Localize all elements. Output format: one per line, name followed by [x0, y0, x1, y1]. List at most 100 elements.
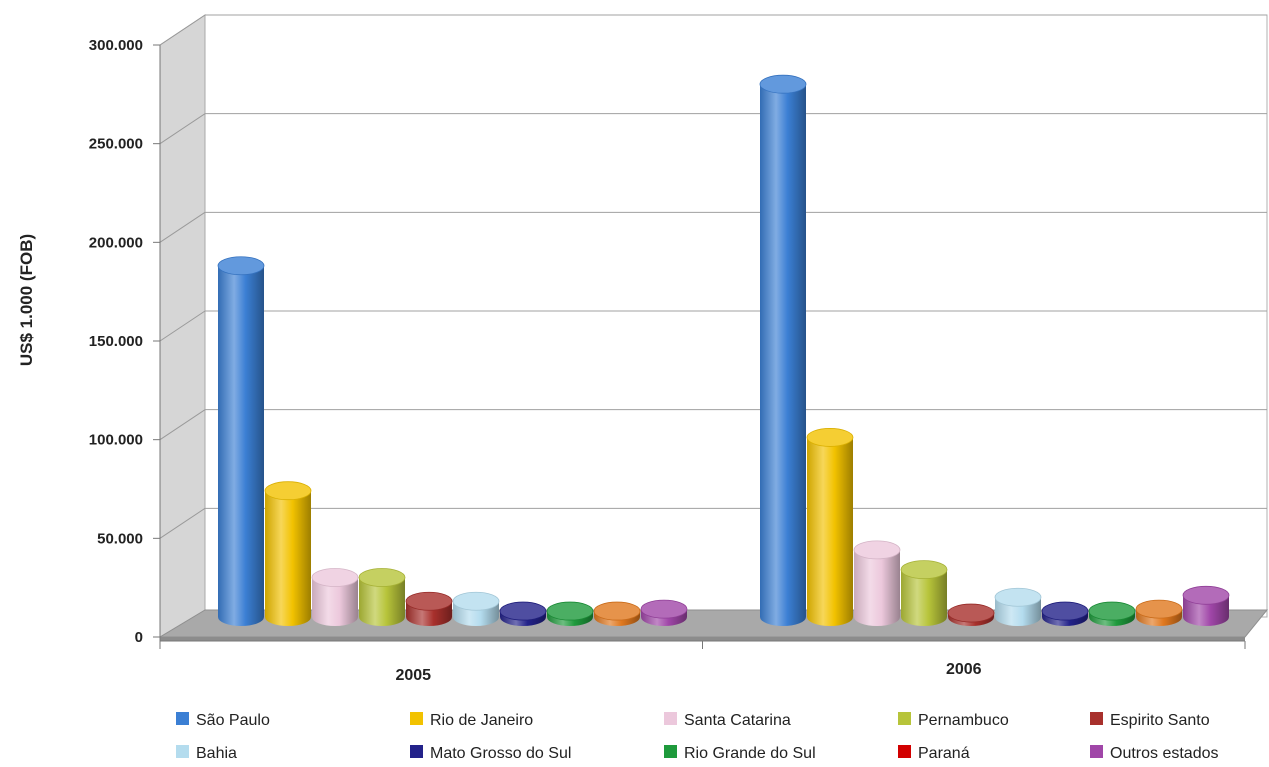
bar — [806, 428, 854, 626]
bar-body — [760, 84, 806, 626]
bar-top — [405, 591, 453, 611]
bar-body — [312, 577, 358, 626]
bar-body — [641, 609, 687, 626]
chart-back-wall — [204, 14, 1268, 618]
gridline-side — [159, 211, 206, 243]
bar — [311, 568, 359, 626]
legend-label: Santa Catarina — [684, 712, 791, 729]
bar — [1041, 601, 1089, 626]
bar-body — [995, 597, 1041, 626]
legend-swatch — [410, 745, 423, 758]
legend-swatch — [898, 745, 911, 758]
bar-body — [1136, 609, 1182, 626]
bar — [947, 603, 995, 626]
bar — [546, 601, 594, 626]
y-tick-label: 200.000 — [89, 234, 143, 251]
bar-top — [900, 560, 948, 580]
bar-top — [1041, 601, 1089, 621]
category-label: 2005 — [395, 667, 431, 684]
gridline-side — [159, 409, 206, 441]
y-tick-label: 300.000 — [89, 37, 143, 54]
bar-top — [1182, 585, 1230, 605]
bar-body — [854, 549, 900, 626]
legend-label: Outros estados — [1110, 745, 1219, 762]
gridlines — [159, 14, 1267, 539]
y-tick-label: 250.000 — [89, 136, 143, 153]
bar-body — [807, 437, 853, 626]
bar — [900, 560, 948, 626]
legend-swatch — [664, 745, 677, 758]
legend-swatch — [898, 712, 911, 725]
bar-top — [853, 540, 901, 560]
bar — [1088, 601, 1136, 626]
bar-top — [546, 601, 594, 621]
bar-top — [1135, 599, 1183, 619]
bar — [759, 74, 807, 626]
bar-body — [453, 601, 499, 626]
bar-top — [499, 601, 547, 621]
bar — [640, 599, 688, 626]
y-tick-label: 100.000 — [89, 432, 143, 449]
bar-body — [265, 490, 311, 626]
category-label: 2006 — [946, 661, 982, 678]
bar — [452, 591, 500, 626]
legend-label: Espirito Santo — [1110, 712, 1210, 729]
category-labels: 2005 2006 — [159, 641, 1246, 684]
legend-label: Pernambuco — [918, 712, 1009, 729]
bar-body — [948, 613, 994, 626]
chart-floor-edge — [160, 637, 1245, 641]
legend-label: Bahia — [196, 745, 237, 762]
bar-top — [593, 601, 641, 621]
y-tick-labels: 0 50.000 100.000 150.000 200.000 250.000 300.0… — [89, 37, 160, 646]
bar-top — [1088, 601, 1136, 621]
bar-body — [218, 265, 264, 626]
bar-body — [901, 569, 947, 626]
legend-label: Rio de Janeiro — [430, 712, 533, 729]
bar — [994, 587, 1042, 626]
bar-body — [594, 611, 640, 626]
y-tick-label: 150.000 — [89, 333, 143, 350]
bar-top — [452, 591, 500, 611]
bar — [358, 568, 406, 626]
bar — [1182, 585, 1230, 626]
bar-body — [1183, 595, 1229, 626]
legend-swatch — [1090, 745, 1103, 758]
bar-body — [500, 611, 546, 626]
bar-top — [217, 256, 265, 276]
bar-top — [358, 568, 406, 587]
legend-swatch — [176, 712, 189, 725]
bar-top — [806, 428, 854, 447]
legend-label: São Paulo — [196, 712, 270, 729]
gridline-side — [159, 14, 206, 46]
bar-body — [359, 577, 405, 626]
bars — [217, 74, 1230, 626]
legend-label: Mato Grosso do Sul — [430, 745, 571, 762]
bar-top — [947, 603, 995, 623]
legend-swatch — [176, 745, 189, 758]
y-tick-label: 50.000 — [97, 530, 143, 547]
y-tick-label: 0 — [135, 629, 143, 646]
bar-top — [640, 599, 688, 619]
gridline-side — [159, 310, 206, 342]
bar-top — [759, 74, 807, 94]
legend-swatch — [1090, 712, 1103, 725]
legend-swatch — [664, 712, 677, 725]
bar-body — [406, 601, 452, 626]
bar-body — [1089, 611, 1135, 626]
gridline-side — [159, 507, 206, 539]
legend-label: Rio Grande do Sul — [684, 745, 816, 762]
gridline-side — [159, 113, 206, 145]
legend: São Paulo Rio de Janeiro Santa Catarina Per… — [176, 712, 1219, 762]
bar — [499, 601, 547, 626]
bar-body — [1042, 611, 1088, 626]
bar — [264, 481, 312, 626]
bar-body — [547, 611, 593, 626]
legend-swatch — [410, 712, 423, 725]
bar — [405, 591, 453, 626]
bar-top — [264, 481, 312, 501]
bar — [217, 256, 265, 626]
bar-top — [994, 587, 1042, 607]
bar-top — [311, 568, 359, 587]
bar — [853, 540, 901, 626]
